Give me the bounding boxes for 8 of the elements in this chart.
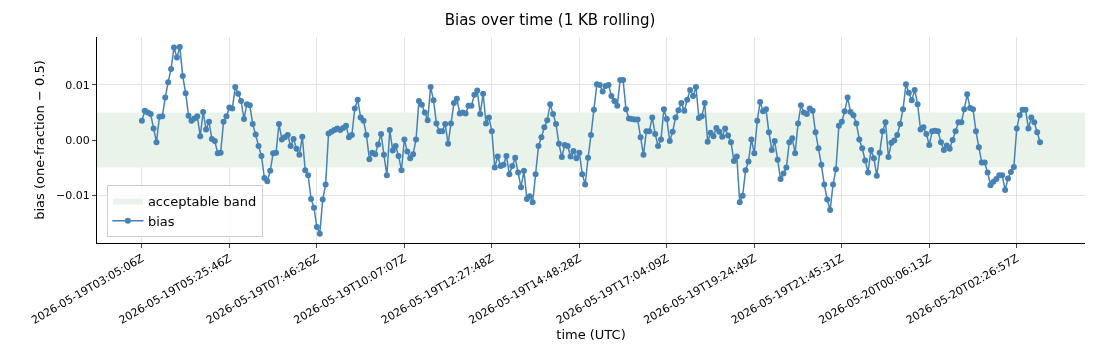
legend-label: bias <box>147 213 175 229</box>
chart-title: Bias over time (1 KB rolling) <box>444 10 656 29</box>
y-tick-label: 0.01 <box>65 78 90 92</box>
y-tick-label: −0.01 <box>56 188 90 202</box>
x-axis-title: time (UTC) <box>556 327 626 343</box>
y-axis-title: bias (one-fraction − 0.5) <box>32 60 48 220</box>
y-tick-label: 0.00 <box>65 133 90 147</box>
legend-label: acceptable band <box>147 193 257 209</box>
